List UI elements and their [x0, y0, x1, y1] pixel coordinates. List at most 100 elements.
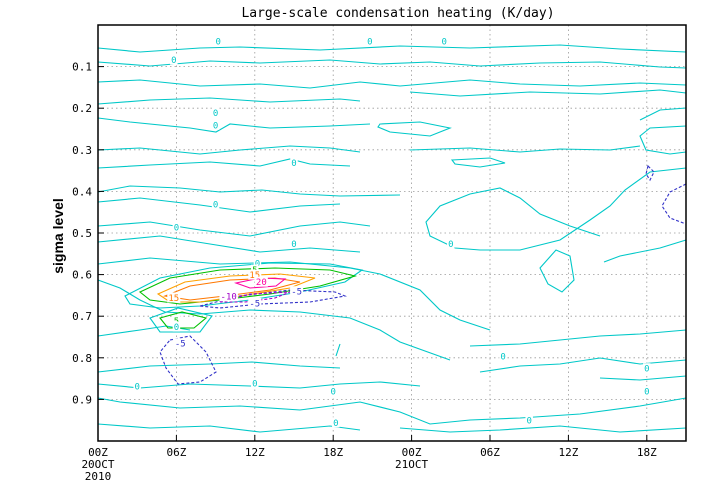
- contour-zero-line: [409, 89, 687, 97]
- contour-5-line: [159, 311, 208, 329]
- y-tick-label: 0.8: [72, 352, 92, 365]
- contour-label-background: [172, 321, 181, 332]
- contour-zero-line: [97, 361, 341, 373]
- contour-label: 0: [367, 37, 372, 47]
- y-tick-label: 0.6: [72, 269, 92, 282]
- contour-label: 0: [213, 121, 218, 131]
- contour-label-background: [290, 238, 298, 249]
- x-tick-label: 12Z: [558, 446, 578, 459]
- contour-zero-line: [539, 249, 575, 293]
- contour-label: 20: [256, 278, 267, 288]
- contour-label-background: [133, 381, 141, 392]
- contour-label-background: [254, 276, 268, 287]
- y-axis-label: sigma level: [50, 198, 66, 274]
- contour-zero-line: [149, 307, 213, 333]
- x-tick-label: 00Z: [88, 446, 108, 459]
- contour-label-background: [170, 54, 178, 65]
- contour-zero-line: [97, 423, 361, 433]
- y-tick-label: 0.1: [72, 61, 92, 74]
- contour-zero-line: [409, 145, 641, 153]
- contour-zero-line: [639, 125, 687, 155]
- contour-label-background: [211, 198, 220, 209]
- contour-label: -5: [249, 299, 260, 309]
- contour-lines: [97, 44, 687, 433]
- x-tick-label: 18Z: [323, 446, 343, 459]
- contour-zero-line: [450, 157, 506, 168]
- contour-minus-5-line: [199, 289, 348, 309]
- contour-minus-5-line: [661, 183, 687, 225]
- contour-5-line: [138, 267, 358, 305]
- contour-label: -5: [175, 340, 186, 350]
- contour-10-line: [156, 273, 316, 303]
- contour-zero-line: [425, 167, 687, 251]
- x-tick-date-label: 2010: [85, 470, 112, 483]
- contour-zero-line: [97, 117, 371, 133]
- contour-label: -5: [291, 288, 302, 298]
- x-tick-date-label: 20OCT: [81, 458, 114, 471]
- y-tick-label: 0.4: [72, 185, 92, 198]
- y-tick-label: 0.9: [72, 393, 92, 406]
- contour-zero-line: [399, 425, 687, 433]
- contour-label: 0: [134, 383, 139, 393]
- contour-zero-line: [97, 145, 361, 155]
- contour-label-background: [447, 238, 455, 249]
- contour-label-background: [172, 221, 181, 232]
- contour-label: 0: [213, 109, 218, 119]
- contour-label: 15: [168, 294, 179, 304]
- contour-label-background: [290, 286, 304, 297]
- contour-label-background: [248, 269, 262, 280]
- y-axis-ticks: 0.1 0.2 0.3 0.4 0.5 0.6 0.7 0.8 0.9: [72, 61, 104, 406]
- contour-label: 0: [442, 37, 447, 47]
- contour-label: 0: [333, 419, 338, 429]
- contour-label-background: [643, 363, 651, 374]
- contour-label: -10: [221, 293, 237, 303]
- x-tick-date-label: 21OCT: [395, 458, 428, 471]
- contour-label-background: [173, 338, 187, 349]
- grid-lines: [98, 25, 686, 441]
- y-tick-label: 0.5: [72, 227, 92, 240]
- contour-label: 0: [291, 240, 296, 250]
- contour-zero-line: [97, 158, 351, 169]
- contour-label-background: [211, 107, 220, 118]
- contour-zero-line: [97, 257, 491, 331]
- contour-label-background: [219, 291, 238, 302]
- contour-label: 0: [252, 379, 257, 389]
- contour-zero-line: [97, 59, 687, 69]
- contour-zero-line: [124, 262, 364, 309]
- contour-zero-line: [335, 343, 341, 357]
- contour-label: 0: [174, 323, 179, 333]
- x-tick-label: 06Z: [480, 446, 500, 459]
- contour-label: 0: [448, 240, 453, 250]
- contour-zero-line: [97, 397, 687, 425]
- contour-label-background: [499, 351, 507, 362]
- contour-label: 0: [213, 200, 218, 210]
- contour-zero-line: [639, 107, 687, 121]
- x-tick-label: 00Z: [402, 446, 422, 459]
- contour-label: 0: [255, 259, 260, 269]
- contour-zero-line: [97, 197, 341, 213]
- contour-label-background: [643, 386, 651, 397]
- y-tick-label: 0.3: [72, 144, 92, 157]
- contour-minus-5-line: [645, 164, 655, 182]
- contour-label-background: [248, 297, 262, 308]
- contour-zero-line: [97, 185, 401, 197]
- contour-label-background: [290, 157, 298, 168]
- contour-label-background: [167, 292, 181, 303]
- x-tick-label: 12Z: [245, 446, 265, 459]
- contour-zero-line: [599, 375, 687, 381]
- chart-title: Large-scale condensation heating (K/day): [241, 6, 554, 21]
- contour-minus-10-line: [219, 291, 291, 303]
- contour-zero-line: [97, 79, 687, 89]
- contour-zero-line: [479, 357, 687, 373]
- contour-zero-line: [97, 97, 361, 105]
- contour-zero-line: [97, 235, 361, 253]
- contour-zero-line: [97, 221, 371, 237]
- y-tick-label: 0.7: [72, 310, 92, 323]
- contour-label-background: [329, 386, 337, 397]
- contour-label-background: [366, 35, 374, 46]
- x-tick-label: 06Z: [166, 446, 186, 459]
- contour-zero-line: [377, 121, 452, 137]
- contour-label-background: [440, 35, 449, 46]
